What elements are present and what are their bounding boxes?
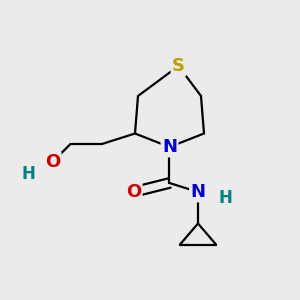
Text: O: O [45, 153, 60, 171]
Text: N: N [190, 183, 206, 201]
Text: H: H [22, 165, 35, 183]
Text: O: O [126, 183, 141, 201]
Text: N: N [162, 138, 177, 156]
Text: H: H [218, 189, 232, 207]
Text: S: S [172, 57, 185, 75]
